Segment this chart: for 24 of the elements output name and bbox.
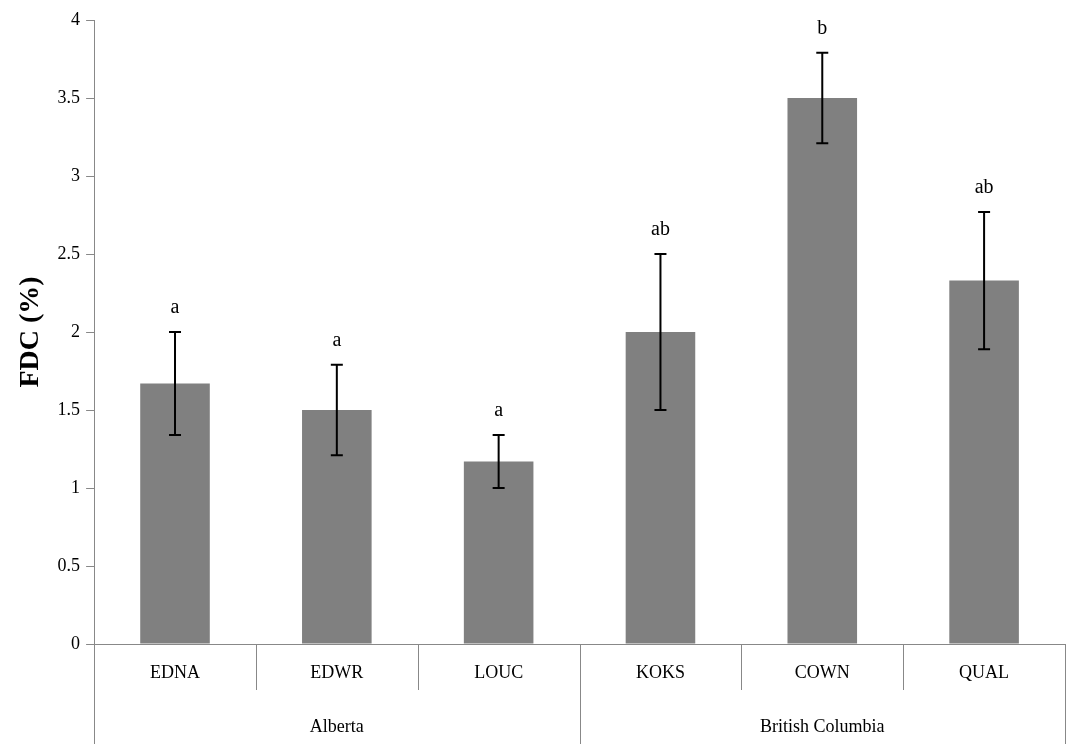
text: British Columbia xyxy=(760,715,885,736)
annotation: a xyxy=(494,398,504,421)
y-tick-label: 2 xyxy=(71,320,81,341)
y-tick-label: 1.5 xyxy=(57,398,81,419)
y-axis-title: FDC (%) xyxy=(13,276,45,388)
x-tick-label: KOKS xyxy=(635,661,685,682)
y-tick-label: 0.5 xyxy=(57,554,81,575)
x-tick-label: EDWR xyxy=(310,661,364,682)
annotation: a xyxy=(170,295,180,318)
y-tick-label: 1 xyxy=(71,476,81,497)
annotation: b xyxy=(817,16,828,39)
y-tick-label: 3.5 xyxy=(57,86,81,107)
x-tick-label: COWN xyxy=(794,661,850,682)
annotation: ab xyxy=(651,217,670,240)
y-tick-label: 3 xyxy=(71,164,81,185)
x-tick-label: EDNA xyxy=(150,661,201,682)
y-tick-label: 0 xyxy=(71,632,81,653)
annotation: ab xyxy=(974,175,994,198)
x-tick-label: QUAL xyxy=(959,661,1010,682)
y-tick-label: 2.5 xyxy=(57,242,81,263)
x-tick-label: LOUC xyxy=(474,661,524,682)
annotation: a xyxy=(332,328,342,351)
text: Alberta xyxy=(309,715,364,736)
y-tick-label: 4 xyxy=(71,8,81,29)
